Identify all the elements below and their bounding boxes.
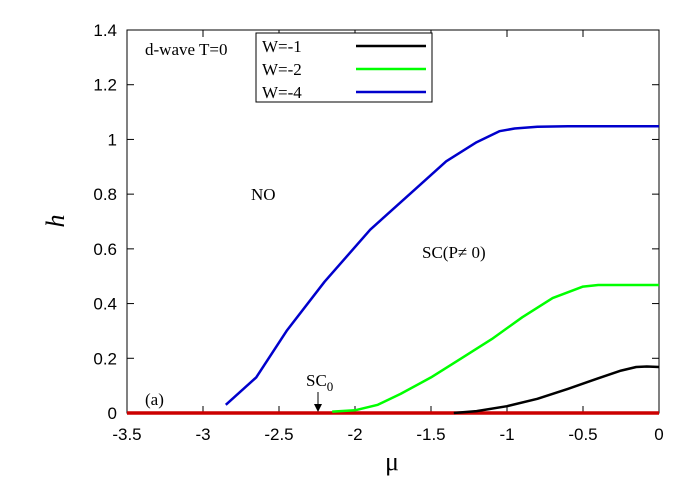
legend-box: [255, 32, 433, 103]
x-axis-label: μ: [385, 447, 399, 476]
x-tick-label: -1.5: [416, 425, 445, 444]
phase-label-sc: SC(P≠ 0): [422, 243, 486, 262]
y-tick-label: 1.4: [93, 21, 117, 40]
legend-label: W=-4: [262, 83, 302, 102]
phase-label-sc0: SC0: [306, 371, 333, 394]
phase-label-sc0-sub: 0: [327, 379, 334, 394]
x-tick-label: -2: [347, 425, 362, 444]
x-tick-label: -1: [499, 425, 514, 444]
y-tick-label: 0.8: [93, 185, 117, 204]
y-axis-label: h: [41, 215, 70, 228]
y-tick-label: 0.2: [93, 349, 117, 368]
x-tick-label: -3: [195, 425, 210, 444]
y-tick-label: 0.4: [93, 295, 117, 314]
y-tick-label: 1: [108, 130, 117, 149]
x-tick-label: -2.5: [264, 425, 293, 444]
y-tick-label: 0.6: [93, 240, 117, 259]
series-line-w-1: [453, 365, 660, 415]
phase-label-no: NO: [251, 185, 276, 204]
x-tick-label: -0.5: [568, 425, 597, 444]
sc0-arrow: [314, 392, 322, 412]
x-tick-label: -3.5: [112, 425, 141, 444]
series-lines: [127, 125, 660, 415]
legend: W=-1 W=-2 W=-4: [255, 32, 433, 103]
series-line-w-4: [224, 125, 659, 406]
axis-tick-labels: -3.5 -3 -2.5 -2 -1.5 -1 -0.5 0 0 0.2 0.4 0.6 0.8 1 1.2…: [93, 21, 663, 444]
panel-label: (a): [145, 390, 164, 409]
legend-label: W=-1: [262, 37, 302, 56]
phase-label-sc0-main: SC: [306, 371, 327, 390]
legend-label: W=-2: [262, 60, 302, 79]
series-line-w-2: [332, 283, 659, 413]
y-tick-label: 1.2: [93, 76, 117, 95]
y-tick-label: 0: [108, 404, 117, 423]
condition-annotation: d-wave T=0: [145, 40, 227, 59]
x-tick-label: 0: [654, 425, 663, 444]
